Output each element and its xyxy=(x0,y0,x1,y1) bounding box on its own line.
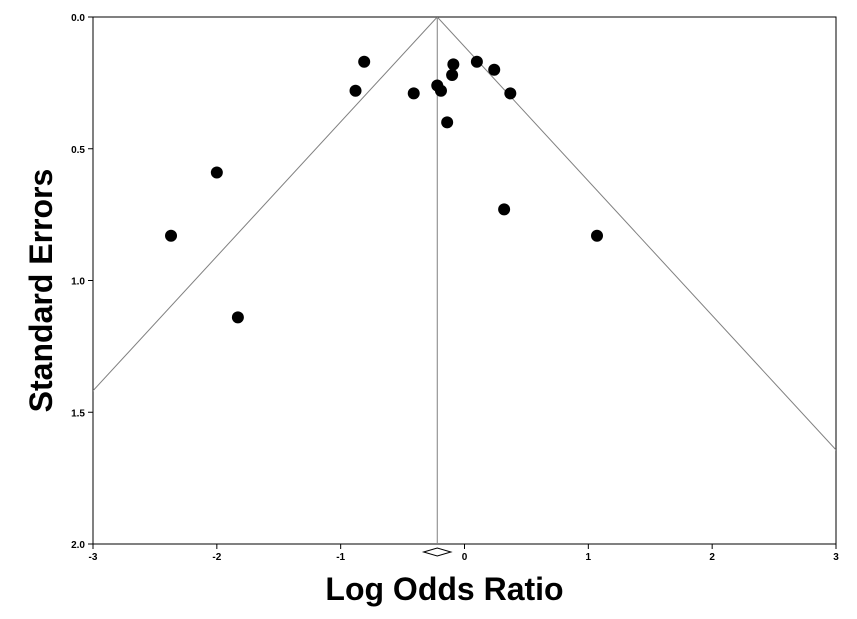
x-tick-label: 3 xyxy=(833,552,839,563)
study-point xyxy=(504,87,516,99)
study-point xyxy=(446,69,458,81)
study-point xyxy=(591,230,603,242)
x-axis-title: Log Odds Ratio xyxy=(325,571,563,607)
y-tick-label: 0.5 xyxy=(71,145,85,156)
study-point xyxy=(441,116,453,128)
x-tick-label: -2 xyxy=(212,552,221,563)
x-tick-label: -1 xyxy=(336,552,345,563)
y-tick-label: 0.0 xyxy=(71,13,85,24)
x-tick-label: 0 xyxy=(462,552,468,563)
study-point xyxy=(471,56,483,68)
study-point xyxy=(165,230,177,242)
study-point xyxy=(447,58,459,70)
x-tick-label: 2 xyxy=(709,552,715,563)
y-tick-label: 1.0 xyxy=(71,277,85,288)
study-point xyxy=(498,203,510,215)
y-tick-label: 2.0 xyxy=(71,540,85,551)
study-point xyxy=(350,85,362,97)
study-point xyxy=(488,64,500,76)
plot-area xyxy=(93,17,836,544)
study-point xyxy=(358,56,370,68)
summary-diamond xyxy=(424,548,451,556)
study-point xyxy=(435,85,447,97)
x-tick-label: 1 xyxy=(586,552,592,563)
study-point xyxy=(408,87,420,99)
y-axis-title: Standard Errors xyxy=(23,169,59,413)
x-tick-label: -3 xyxy=(89,552,98,563)
study-point xyxy=(232,311,244,323)
x-axis-ticks: -3 -2 -1 0 1 2 3 xyxy=(89,544,840,563)
y-tick-label: 1.5 xyxy=(71,408,85,419)
study-point xyxy=(211,166,223,178)
y-axis-ticks: 0.0 0.5 1.0 1.5 2.0 xyxy=(71,13,93,551)
